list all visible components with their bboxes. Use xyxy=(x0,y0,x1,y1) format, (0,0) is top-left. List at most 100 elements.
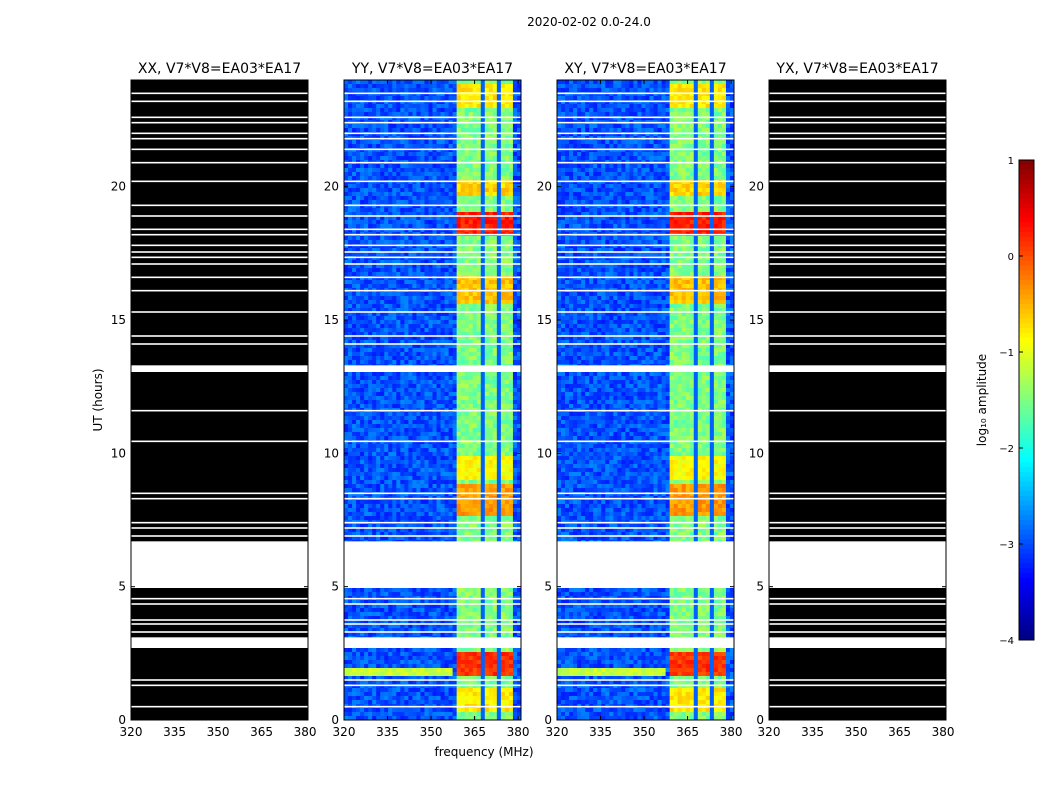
flag-line xyxy=(557,121,734,124)
flag-line xyxy=(131,148,308,151)
flag-line xyxy=(344,180,521,183)
colorbar-segment xyxy=(1019,270,1034,276)
flag-line xyxy=(769,244,946,247)
y-tick-label: 5 xyxy=(331,580,339,594)
flag-line xyxy=(769,521,946,524)
colorbar-segment xyxy=(1019,366,1034,372)
flag-line xyxy=(131,535,308,537)
x-tick-label: 380 xyxy=(932,725,955,739)
flag-line xyxy=(131,684,308,687)
flag-line xyxy=(769,311,946,313)
flag-line xyxy=(557,233,734,236)
flag-line xyxy=(344,603,521,605)
flag-line xyxy=(344,233,521,236)
colorbar-segment xyxy=(1019,342,1034,348)
colorbar-segment xyxy=(1019,452,1034,459)
colorbar-tick-label: −3 xyxy=(999,540,1014,551)
x-tick-label: 320 xyxy=(120,725,143,739)
colorbar-segment xyxy=(1019,289,1034,295)
flag-line xyxy=(344,121,521,124)
y-tick-label: 20 xyxy=(324,180,339,194)
flag-line xyxy=(344,148,521,151)
x-tick-label: 335 xyxy=(589,725,612,739)
colorbar-segment xyxy=(1019,563,1034,569)
y-tick-label: 10 xyxy=(324,446,339,460)
flag-line xyxy=(557,335,734,337)
y-tick-label: 20 xyxy=(537,180,552,194)
colorbar-segment xyxy=(1019,332,1034,339)
flag-line xyxy=(769,335,946,337)
flag-line xyxy=(557,311,734,313)
colorbar-segment xyxy=(1019,596,1034,603)
flag-band xyxy=(769,365,946,372)
colorbar-segment xyxy=(1019,313,1034,319)
colorbar-tick-label: 0 xyxy=(1008,252,1014,263)
flag-line xyxy=(344,311,521,313)
flag-band xyxy=(557,637,734,648)
flag-line xyxy=(557,619,734,621)
flag-line xyxy=(131,497,308,500)
flag-line xyxy=(557,100,734,103)
flag-line xyxy=(769,148,946,151)
flag-line xyxy=(769,623,946,625)
colorbar-segment xyxy=(1019,174,1034,180)
flag-line xyxy=(131,409,308,412)
colorbar-segment xyxy=(1019,251,1034,257)
flag-line xyxy=(557,623,734,625)
colorbar-label: log₁₀ amplitude xyxy=(975,354,989,446)
colorbar-segment xyxy=(1019,256,1034,262)
flag-line xyxy=(344,623,521,625)
colorbar-segment xyxy=(1019,160,1034,166)
flag-line xyxy=(131,631,308,633)
flag-line xyxy=(557,289,734,292)
flag-line xyxy=(131,251,308,253)
colorbar-segment xyxy=(1019,577,1034,583)
flag-line xyxy=(769,492,946,495)
flag-line xyxy=(557,137,734,140)
y-tick-label: 15 xyxy=(537,313,552,327)
y-tick-label: 10 xyxy=(537,446,552,460)
x-tick-label: 350 xyxy=(420,725,443,739)
y-tick-label: 15 xyxy=(111,313,126,327)
colorbar-segment xyxy=(1019,486,1034,492)
colorbar-segment xyxy=(1019,572,1034,579)
colorbar-segment xyxy=(1019,438,1034,444)
flag-line xyxy=(769,603,946,605)
flag-band xyxy=(131,541,308,588)
panel-frame xyxy=(130,79,309,721)
colorbar-segment xyxy=(1019,390,1034,396)
flag-band xyxy=(557,541,734,588)
flag-line xyxy=(769,161,946,164)
y-tick-label: 0 xyxy=(118,713,126,727)
flag-line xyxy=(769,409,946,412)
flag-line xyxy=(557,679,734,681)
colorbar-segment xyxy=(1019,548,1034,555)
colorbar-segment xyxy=(1019,380,1034,387)
colorbar-segment xyxy=(1019,203,1034,209)
colorbar-segment xyxy=(1019,476,1034,483)
colorbar-segment xyxy=(1019,318,1034,324)
flag-line xyxy=(557,132,734,135)
colorbar: 1 0 −1 −2 −3 −4 xyxy=(999,156,1035,647)
flag-line xyxy=(131,289,308,292)
colorbar-segment xyxy=(1019,625,1034,631)
flag-line xyxy=(769,679,946,681)
colorbar-segment xyxy=(1019,184,1034,190)
panel-frame xyxy=(343,79,522,721)
x-tick-label: 335 xyxy=(801,725,824,739)
flag-line xyxy=(557,161,734,164)
flag-line xyxy=(344,161,521,164)
flag-line xyxy=(344,100,521,103)
flag-line xyxy=(344,92,521,95)
colorbar-segment xyxy=(1019,280,1034,286)
colorbar-segment xyxy=(1019,620,1034,627)
colorbar-segment xyxy=(1019,323,1034,329)
panel-4: YX, V7*V8=EA03*EA17 320 335 350 365 380 0 5 10 15… xyxy=(749,61,955,739)
colorbar-segment xyxy=(1019,544,1034,550)
colorbar-tick-label: 1 xyxy=(1008,156,1014,167)
colorbar-segment xyxy=(1019,400,1034,406)
flag-line xyxy=(131,256,308,259)
flag-line xyxy=(769,705,946,708)
colorbar-segment xyxy=(1019,236,1034,243)
